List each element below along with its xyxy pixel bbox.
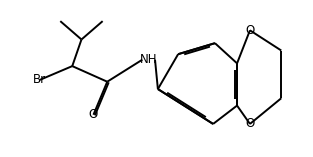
Text: O: O xyxy=(245,117,254,130)
Text: O: O xyxy=(245,24,254,37)
Text: NH: NH xyxy=(140,53,157,66)
Text: Br: Br xyxy=(33,73,46,86)
Text: O: O xyxy=(89,108,98,121)
